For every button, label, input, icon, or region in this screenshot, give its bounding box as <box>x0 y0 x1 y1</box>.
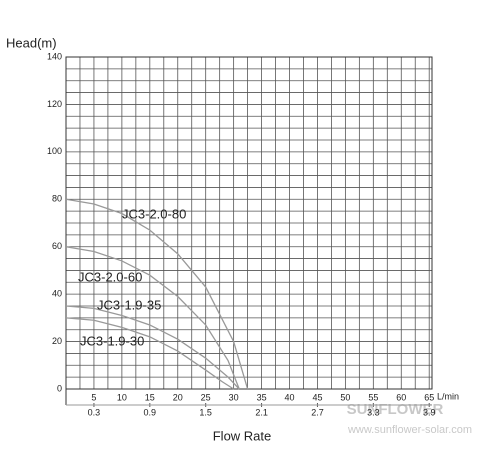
x-unit: L/min <box>437 391 459 401</box>
x-tick-label: 65 <box>424 392 434 402</box>
x2-tick-label: 3.9 <box>423 407 436 417</box>
curve-label: JC3-2.0-80 <box>122 206 186 221</box>
x-tick-label: 10 <box>117 392 127 402</box>
x-tick-label: 60 <box>396 392 406 402</box>
x-tick-label: 15 <box>145 392 155 402</box>
x-tick-label: 30 <box>229 392 239 402</box>
y-tick-label: 80 <box>52 194 62 204</box>
x2-tick-label: 2.7 <box>311 407 324 417</box>
curve <box>65 317 234 390</box>
x-tick-label: 40 <box>285 392 295 402</box>
x2-tick-label: 0.3 <box>88 407 101 417</box>
y-tick-label: 60 <box>52 241 62 251</box>
curve <box>65 305 240 390</box>
x-axis-label: Flow Rate <box>213 428 272 443</box>
x-tick-label: 20 <box>173 392 183 402</box>
x2-tick-label: 3.3 <box>367 407 380 417</box>
y-tick-label: 120 <box>47 99 62 109</box>
plot-frame <box>65 56 433 390</box>
curve-label: JC3-1.9-30 <box>80 333 144 348</box>
curve <box>65 246 240 390</box>
x-tick-label: 45 <box>312 392 322 402</box>
x2-tick-label: 0.9 <box>144 407 157 417</box>
y-tick-label: 40 <box>52 289 62 299</box>
x-tick-label: 35 <box>257 392 267 402</box>
x-tick-label: 25 <box>201 392 211 402</box>
curve-label: JC3-2.0-60 <box>78 269 142 284</box>
x-tick-label: 55 <box>368 392 378 402</box>
y-tick-label: 100 <box>47 146 62 156</box>
curve <box>65 198 249 390</box>
x2-tick-label: 1.5 <box>199 407 212 417</box>
y-tick-label: 0 <box>57 383 62 393</box>
curve-label: JC3-1.9-35 <box>97 297 161 312</box>
watermark: www.sunflower-solar.com <box>347 424 472 436</box>
x-tick-label: 50 <box>340 392 350 402</box>
x-tick-label: 5 <box>91 392 96 402</box>
x2-tick-label: 2.1 <box>255 407 268 417</box>
y-tick-label: 20 <box>52 336 62 346</box>
y-axis-label: Head(m) <box>6 35 57 50</box>
y-tick-label: 140 <box>47 51 62 61</box>
